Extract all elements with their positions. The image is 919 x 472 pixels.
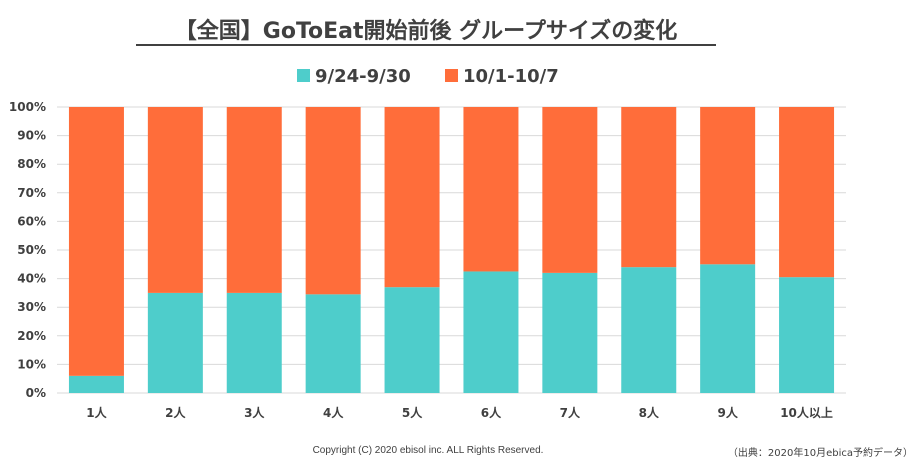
y-tick-label: 90% [17, 129, 46, 143]
bar-segment-series-2 [68, 107, 124, 376]
x-tick-label: 7人 [560, 405, 581, 420]
bar-segment-series-1 [226, 292, 282, 393]
bar-segment-series-1 [305, 294, 361, 393]
bar-segment-series-1 [700, 264, 756, 393]
bar-segment-series-2 [779, 107, 835, 278]
bar-segment-series-1 [542, 272, 598, 393]
bar-segment-series-2 [463, 107, 519, 272]
legend-swatch [297, 69, 310, 82]
source-note: （出典：2020年10月ebica予約データ） [728, 446, 913, 459]
x-tick-label: 6人 [481, 405, 502, 420]
legend-swatch [445, 69, 458, 82]
x-tick-label: 5人 [402, 405, 423, 420]
y-axis: 0% 10% 20% 30% 40% 50% 60% 70% 80% 90% 100% [9, 100, 46, 400]
copyright: Copyright (C) 2020 ebisol inc. ALL Right… [313, 445, 544, 456]
bar-segment-series-2 [147, 107, 203, 293]
y-tick-label: 20% [17, 329, 46, 343]
bar-segment-series-1 [779, 277, 835, 393]
x-tick-label: 8人 [639, 405, 660, 420]
x-axis: 1人 2人 3人 4人 5人 6人 7人 8人 9人 10人以上 [86, 405, 833, 420]
y-tick-label: 50% [17, 243, 46, 257]
bar-segment-series-1 [463, 271, 519, 393]
legend: 9/24-9/30 10/1-10/7 [297, 66, 559, 87]
bar-segment-series-2 [621, 107, 677, 268]
y-tick-label: 40% [17, 272, 46, 286]
y-tick-label: 60% [17, 214, 46, 228]
bar-segment-series-1 [384, 287, 440, 393]
y-tick-label: 70% [17, 186, 46, 200]
x-tick-label: 2人 [165, 405, 186, 420]
y-tick-label: 10% [17, 357, 46, 371]
y-tick-label: 80% [17, 157, 46, 171]
x-tick-label: 10人以上 [780, 405, 833, 420]
bar-segment-series-2 [305, 107, 361, 295]
legend-label: 10/1-10/7 [463, 66, 559, 87]
bar-segment-series-1 [621, 267, 677, 393]
bar-segment-series-2 [542, 107, 598, 273]
y-tick-label: 30% [17, 300, 46, 314]
x-tick-label: 4人 [323, 405, 344, 420]
bar-segment-series-2 [384, 107, 440, 288]
y-tick-label: 0% [26, 386, 46, 400]
x-tick-label: 1人 [86, 405, 107, 420]
bar-segment-series-2 [226, 107, 282, 293]
chart-title: 【全国】GoToEat開始前後 グループサイズの変化 [175, 18, 677, 44]
bar-segment-series-1 [147, 292, 203, 393]
bar-segment-series-2 [700, 107, 756, 265]
bar-segment-series-1 [68, 375, 124, 393]
bars [68, 107, 835, 393]
legend-label: 9/24-9/30 [315, 66, 411, 87]
y-tick-label: 100% [9, 100, 46, 114]
x-tick-label: 3人 [244, 405, 265, 420]
x-tick-label: 9人 [717, 405, 738, 420]
